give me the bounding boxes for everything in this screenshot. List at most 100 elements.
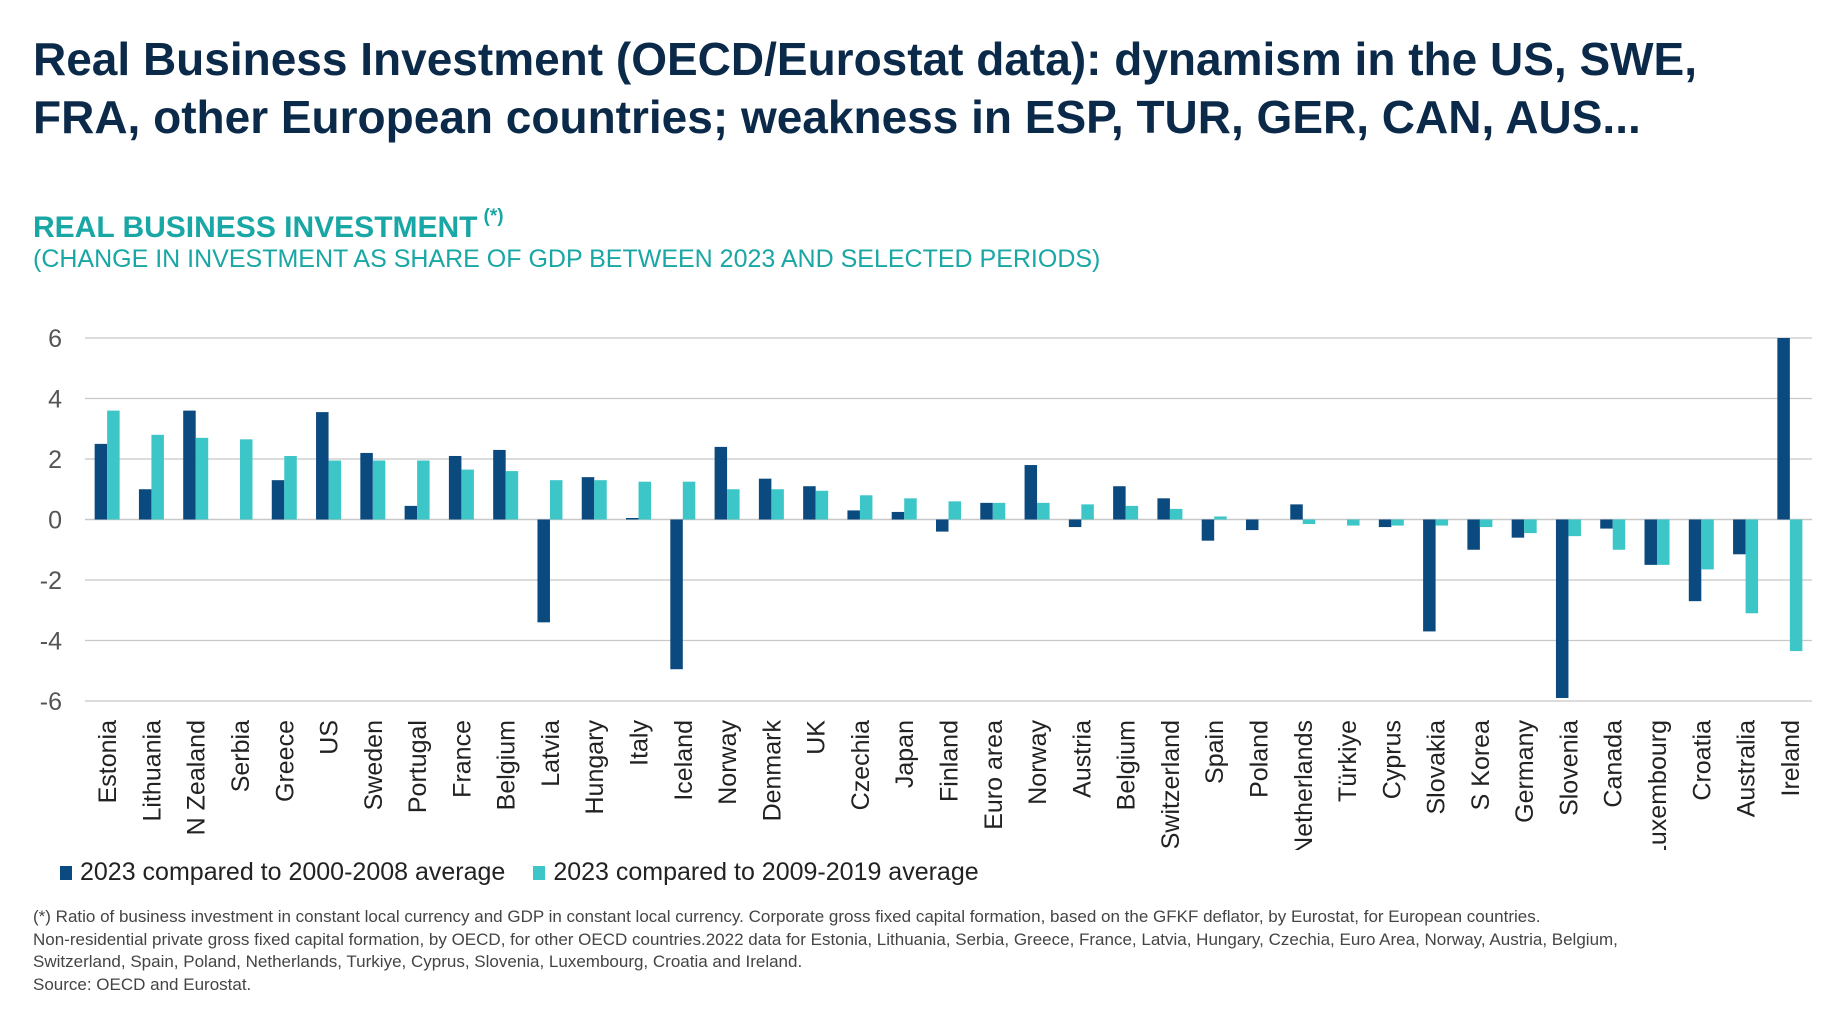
bar-series-2 [195,437,209,520]
x-tick-label: Euro area [980,720,1008,830]
bar-series-2 [151,434,164,520]
bar-series-1 [1201,519,1215,541]
bar-series-2 [461,469,474,520]
bar-series-1 [183,410,196,520]
x-tick-label: Czechia [847,720,875,810]
bar-series-2 [549,480,563,520]
x-tick-label: Spain [1201,720,1229,784]
x-tick-label: Sweden [360,720,388,810]
bar-series-1 [1555,519,1569,698]
bar-series-2 [372,460,386,520]
bar-series-1 [271,480,285,520]
x-tick-label: France [448,720,476,798]
bar-series-1 [1157,498,1170,520]
bar-series-2 [727,489,740,520]
y-tick-label: -6 [40,688,62,716]
bar-series-1 [1423,519,1436,632]
source-note: Source: OECD and Eurostat. [33,974,252,994]
x-tick-label: Ireland [1777,720,1805,796]
bar-series-1 [1644,519,1658,565]
chart-title-mark: (*) [483,206,504,227]
bar-series-1 [1733,519,1746,555]
bar-series-1 [803,486,816,520]
bar-series-2 [1701,519,1714,570]
bar-series-2 [239,439,253,520]
x-tick-label: Switzerland [1157,720,1185,849]
footnote-line-1: (*) Ratio of business investment in cons… [33,907,1541,926]
bar-series-2 [638,481,652,520]
bar-series-1 [537,519,550,623]
bar-series-1 [891,511,905,520]
bar-series-1 [1600,519,1613,529]
bar-series-1 [1113,486,1126,520]
bar-series-2 [1214,516,1227,520]
x-tick-label: Slovakia [1423,720,1451,815]
bar-series-1 [1024,465,1038,520]
y-tick-label: -2 [40,567,62,595]
y-tick-label: 4 [48,386,62,414]
y-tick-label: 2 [48,446,62,474]
x-tick-label: Norway [714,720,742,805]
bar-series-1 [138,489,152,520]
bar-series-2 [1612,519,1626,550]
x-tick-label: UK [803,720,831,755]
x-tick-label: Germany [1511,720,1539,823]
x-tick-label: Latvia [537,720,565,787]
bar-series-1 [758,478,772,520]
bar-series-1 [1245,519,1259,531]
bar-series-2 [1568,519,1581,537]
x-tick-label: Poland [1245,720,1273,798]
bar-series-2 [594,480,607,520]
bar-series-2 [1789,519,1803,652]
bar-series-1 [581,477,595,520]
y-tick-label: 0 [48,507,62,535]
page-title: Real Business Investment (OECD/Eurostat … [33,30,1813,146]
x-tick-label: Serbia [227,720,255,792]
bar-series-2 [948,501,961,520]
y-axis-ticks: 6 4 2 0 -2 -4 -6 [40,325,62,716]
bars [94,338,1803,698]
x-tick-label: Cyprus [1378,720,1406,799]
bar-series-2 [1657,519,1670,565]
bar-series-2 [1745,519,1759,614]
bar-series-1 [94,443,108,520]
legend-item-series-1: 2023 compared to 2000-2008 average [60,858,505,887]
bar-series-1 [936,519,949,532]
x-tick-label: Denmark [758,720,786,822]
x-tick-label: Belgium [493,720,521,810]
legend: 2023 compared to 2000-2008 average 2023 … [60,858,1007,887]
bar-series-2 [107,410,120,520]
bar-series-2 [1479,519,1493,528]
bar-series-1 [714,446,728,520]
x-tick-label: US [316,720,344,755]
bar-series-2 [1125,505,1139,520]
x-tick-label: Netherlands [1290,720,1318,850]
bar-series-1 [1511,519,1525,538]
bar-series-2 [682,481,696,520]
legend-label-series-1: 2023 compared to 2000-2008 average [80,858,506,886]
bar-series-1 [404,505,418,520]
bar-series-1 [1777,338,1790,520]
footnote-line-2: Non-residential private gross fixed capi… [33,929,1618,949]
footnote: (*) Ratio of business investment in cons… [33,906,1823,996]
x-tick-label: Japan [891,720,919,788]
bar-series-2 [1037,502,1050,520]
bar-series-2 [904,498,917,520]
y-tick-label: -4 [40,628,62,656]
bar-series-2 [505,471,519,520]
bar-series-2 [815,490,829,520]
bar-series-2 [328,460,342,520]
x-tick-label: S Korea [1467,720,1495,810]
title-line-1: Real Business Investment (OECD/Eurostat … [33,33,1698,85]
bar-series-1 [1688,519,1702,602]
x-tick-label: Iceland [670,720,698,801]
bar-series-1 [670,519,683,670]
x-tick-label: Greece [271,720,299,802]
title-line-2: FRA, other European countries; weakness … [33,91,1641,143]
x-tick-label: N Zealand [183,720,211,835]
bar-series-2 [284,455,297,520]
x-tick-label: Finland [936,720,964,802]
legend-label-series-2: 2023 compared to 2009-2019 average [553,858,979,886]
x-tick-label: Belgium [1113,720,1141,810]
bar-series-2 [417,460,430,520]
